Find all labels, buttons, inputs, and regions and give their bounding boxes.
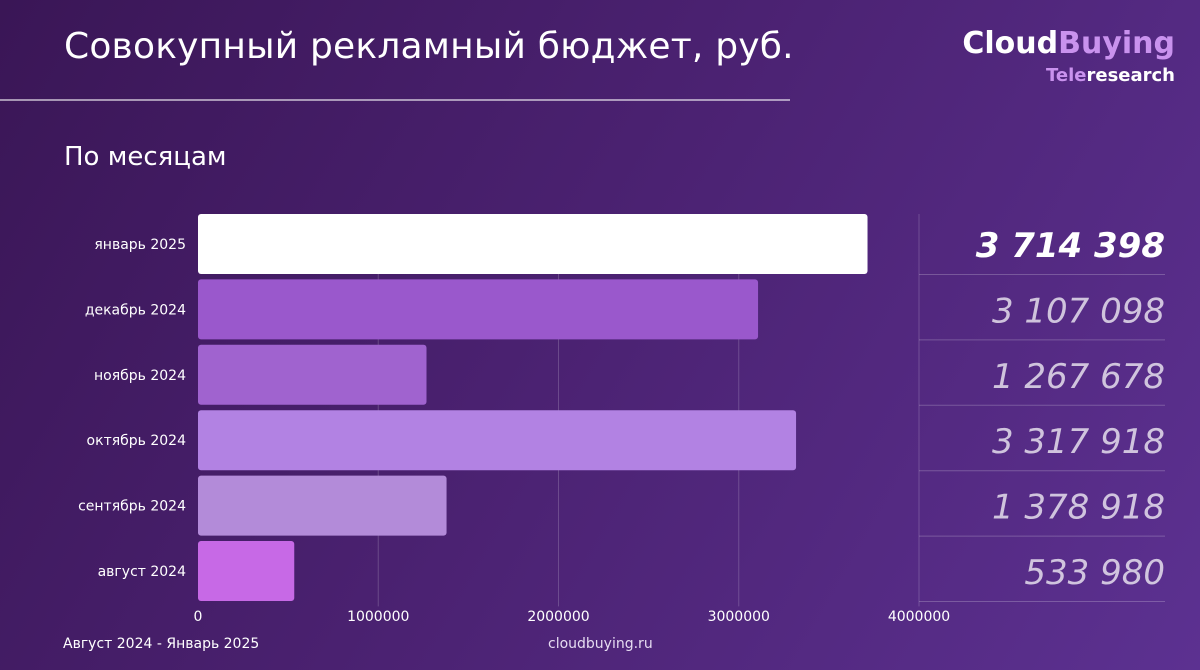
bar	[198, 410, 797, 471]
category-label: декабрь 2024	[85, 302, 186, 318]
category-label: август 2024	[98, 564, 186, 580]
logo-main-text: CloudBuying	[962, 26, 1175, 62]
category-label: сентябрь 2024	[78, 499, 186, 515]
bar	[198, 541, 295, 601]
page-title: Совокупный рекламный бюджет, руб.	[64, 26, 794, 67]
bar	[198, 214, 868, 274]
logo-part-tele: Tele	[1046, 65, 1087, 86]
x-tick-label: 3000000	[708, 609, 770, 625]
value-label: 1 267 678	[992, 357, 1165, 397]
bar	[198, 279, 759, 340]
title-divider	[0, 99, 790, 101]
x-tick-label: 4000000	[888, 609, 950, 625]
footer-site: cloudbuying.ru	[548, 636, 653, 652]
bar	[198, 475, 447, 536]
logo-part-buying: Buying	[1058, 26, 1175, 61]
value-label: 3 107 098	[992, 291, 1165, 331]
value-label: 533 980	[1024, 553, 1165, 593]
x-tick-label: 2000000	[527, 609, 589, 625]
category-label: октябрь 2024	[87, 433, 187, 449]
bar	[198, 344, 427, 405]
x-tick-label: 0	[194, 609, 203, 625]
logo-part-research: research	[1086, 65, 1175, 86]
cloudbuying-logo: CloudBuying Teleresearch	[962, 26, 1175, 88]
logo-sub-text: Teleresearch	[962, 64, 1175, 88]
value-label: 1 378 918	[992, 488, 1165, 528]
footer-period: Август 2024 - Январь 2025	[63, 636, 260, 652]
category-label: январь 2025	[94, 237, 186, 253]
logo-part-cloud: Cloud	[962, 26, 1059, 61]
x-tick-label: 1000000	[347, 609, 409, 625]
value-label: 3 714 398	[976, 226, 1165, 266]
value-label: 3 317 918	[992, 422, 1165, 462]
page-subtitle: По месяцам	[64, 142, 227, 172]
category-label: ноябрь 2024	[94, 368, 186, 384]
